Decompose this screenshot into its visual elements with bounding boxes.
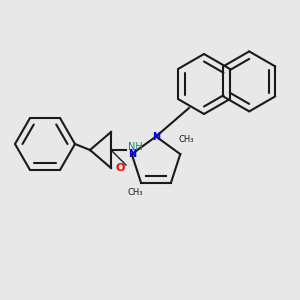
Text: CH₃: CH₃ (178, 135, 194, 144)
Text: N: N (152, 131, 160, 142)
Text: NH: NH (128, 142, 142, 152)
Text: CH₃: CH₃ (127, 188, 143, 196)
Text: N: N (128, 149, 136, 159)
Text: O: O (115, 163, 125, 173)
